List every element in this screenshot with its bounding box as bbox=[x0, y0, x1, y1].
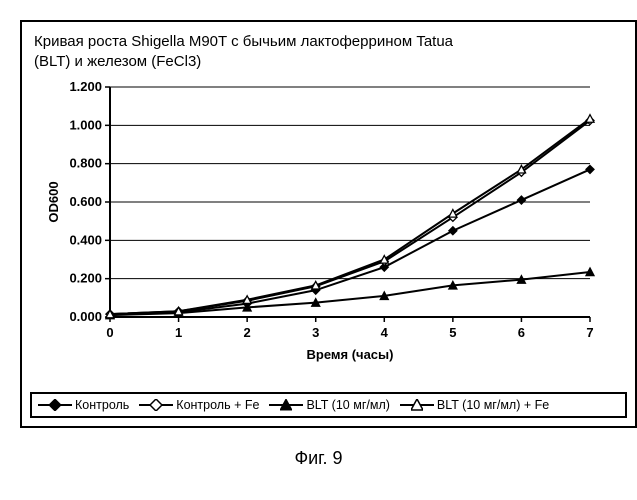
figure-frame: Кривая роста Shigella M90T с бычьим лакт… bbox=[20, 20, 637, 428]
svg-text:4: 4 bbox=[381, 325, 389, 340]
legend-marker-control-fe bbox=[139, 398, 173, 412]
legend-item: BLT (10 мг/мл) + Fe bbox=[400, 398, 549, 412]
legend-item: Контроль bbox=[38, 398, 129, 412]
svg-text:1.200: 1.200 bbox=[69, 79, 102, 94]
svg-text:0.600: 0.600 bbox=[69, 194, 102, 209]
svg-text:0: 0 bbox=[106, 325, 113, 340]
legend-marker-control bbox=[38, 398, 72, 412]
svg-text:0.800: 0.800 bbox=[69, 156, 102, 171]
legend-marker-blt bbox=[269, 398, 303, 412]
chart-area: 0.000 0.200 0.400 0.600 0.800 1.000 1.200 0 1 2 3 4… bbox=[40, 77, 617, 382]
legend-item: BLT (10 мг/мл) bbox=[269, 398, 389, 412]
legend-marker-blt-fe bbox=[400, 398, 434, 412]
svg-text:0.200: 0.200 bbox=[69, 271, 102, 286]
svg-text:1: 1 bbox=[175, 325, 182, 340]
legend-label: BLT (10 мг/мл) bbox=[306, 398, 389, 412]
svg-text:1.000: 1.000 bbox=[69, 117, 102, 132]
svg-text:3: 3 bbox=[312, 325, 319, 340]
svg-text:OD600: OD600 bbox=[46, 181, 61, 222]
figure-caption: Фиг. 9 bbox=[20, 448, 617, 469]
svg-text:Время (часы): Время (часы) bbox=[307, 347, 394, 362]
legend-label: BLT (10 мг/мл) + Fe bbox=[437, 398, 549, 412]
svg-text:7: 7 bbox=[586, 325, 593, 340]
svg-text:0.000: 0.000 bbox=[69, 309, 102, 324]
svg-text:5: 5 bbox=[449, 325, 456, 340]
svg-text:6: 6 bbox=[518, 325, 525, 340]
growth-curve-chart: 0.000 0.200 0.400 0.600 0.800 1.000 1.200 0 1 2 3 4… bbox=[40, 77, 610, 377]
legend-label: Контроль + Fe bbox=[176, 398, 259, 412]
chart-title: Кривая роста Shigella M90T с бычьим лакт… bbox=[34, 32, 623, 71]
legend-label: Контроль bbox=[75, 398, 129, 412]
legend-item: Контроль + Fe bbox=[139, 398, 259, 412]
title-line-1: Кривая роста Shigella M90T с бычьим лакт… bbox=[34, 32, 623, 52]
svg-text:0.400: 0.400 bbox=[69, 232, 102, 247]
svg-text:2: 2 bbox=[244, 325, 251, 340]
legend: Контроль Контроль + Fe BLT (10 мг/мл) BL… bbox=[30, 392, 627, 418]
title-line-2: (BLT) и железом (FeCl3) bbox=[34, 52, 623, 72]
